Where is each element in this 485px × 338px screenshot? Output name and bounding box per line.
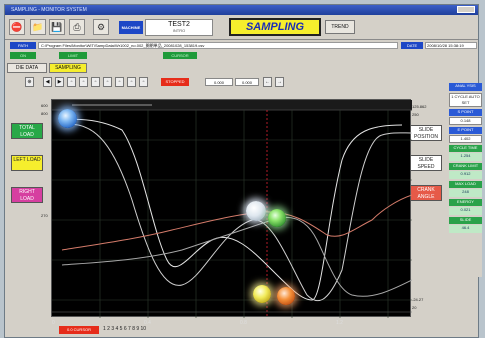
crank-limit-value: 0.912 bbox=[449, 171, 482, 179]
chart-tool-7-icon[interactable]: ▫ bbox=[139, 77, 148, 87]
max-load-label: MAX LOAD bbox=[449, 181, 482, 188]
curve-slide-speed bbox=[61, 123, 412, 302]
window-title: SAMPLING - MONITOR SYSTEM bbox=[11, 7, 87, 13]
total-load-button[interactable]: TOTAL LOAD bbox=[11, 123, 43, 139]
tab-sampling[interactable]: SAMPLING bbox=[49, 63, 87, 73]
machine-button[interactable]: MACHINE bbox=[119, 21, 143, 34]
stop-icon[interactable]: ⛔ bbox=[9, 19, 25, 35]
test-name-box: TEST2 INTRO bbox=[145, 19, 213, 36]
zoom-icon[interactable]: ⊕ bbox=[25, 77, 34, 87]
energy-label: ENERGY bbox=[449, 199, 482, 206]
channel-numbers[interactable]: 1 2 3 4 5 6 7 8 9 10 bbox=[103, 326, 147, 332]
crank-limit-label: CRANK LIMIT bbox=[449, 163, 482, 170]
s-point-label: S POINT bbox=[449, 109, 482, 116]
waveform-chart[interactable]: 0 0.4 0.8 1.2 bbox=[51, 99, 412, 326]
crank-angle-button[interactable]: CRANK ANGLE bbox=[410, 185, 442, 201]
bottom-bar: 0.0 CURSOR 1 2 3 4 5 6 7 8 9 10 bbox=[51, 325, 411, 335]
e-point-label: E POINT bbox=[449, 127, 482, 134]
analysis-panel: ANAL YSIS 1 CYCLE AUTO SET S POINT 0.148… bbox=[449, 83, 482, 277]
chart-tool-2-icon[interactable]: ▫ bbox=[79, 77, 88, 87]
arrow-left-icon[interactable]: ◀ bbox=[43, 77, 52, 87]
chart-tool-5-icon[interactable]: ▫ bbox=[115, 77, 124, 87]
y-label-right-top: 125.862 bbox=[412, 104, 427, 109]
cycle-auto-set-button[interactable]: 1 CYCLE AUTO SET bbox=[449, 93, 482, 107]
waveform-svg bbox=[52, 100, 412, 318]
e-point-value: 1.402 bbox=[449, 135, 482, 143]
trend-button[interactable]: TREND bbox=[325, 20, 355, 34]
chart-toolbar: ⊕ ◀ ▶ ▫ ▫ ▫ ▫ ▫ ▫ ▫ STOPPED 0.000 0.000 … bbox=[25, 77, 325, 89]
slide-speed-button[interactable]: SLIDE SPEED bbox=[410, 155, 442, 171]
x-label-0: 0 bbox=[52, 320, 55, 326]
right-load-button[interactable]: RIGHT LOAD bbox=[11, 187, 43, 203]
path-label: PATH bbox=[10, 42, 36, 49]
max-load-value: 248 bbox=[449, 189, 482, 197]
slide-label: SLIDE bbox=[449, 217, 482, 224]
main-toolbar: ⛔ 📁 💾 ⎙ ⚙ MACHINE TEST2 INTRO SAMPLING T… bbox=[5, 16, 478, 40]
scroll-left-icon[interactable]: ← bbox=[263, 77, 272, 87]
left-load-button[interactable]: LEFT LOAD bbox=[11, 155, 43, 171]
window-controls[interactable] bbox=[457, 6, 475, 13]
orange-glow-marker bbox=[277, 287, 295, 305]
status-limit: LIMIT bbox=[59, 52, 87, 59]
chart-tool-6-icon[interactable]: ▫ bbox=[127, 77, 136, 87]
status-on: ON bbox=[10, 52, 36, 59]
date-field: 2008/10/28 15:38:19 bbox=[425, 42, 477, 49]
test-subtitle: INTRO bbox=[172, 28, 186, 33]
path-row: PATH C:\Program Files\Monitor\WIT\SampDa… bbox=[5, 41, 478, 50]
cycle-time-value: 1.254 bbox=[449, 153, 482, 161]
folder-icon[interactable]: 📁 bbox=[30, 19, 46, 35]
chart-tool-3-icon[interactable]: ▫ bbox=[91, 77, 100, 87]
sampling-mode-indicator: SAMPLING bbox=[229, 18, 321, 36]
analysis-header: ANAL YSIS bbox=[449, 83, 482, 91]
x-label-2: 0.8 bbox=[240, 320, 247, 326]
title-bar: SAMPLING - MONITOR SYSTEM bbox=[5, 5, 478, 15]
path-field[interactable]: C:\Program Files\Monitor\WIT\SampData\Wr… bbox=[38, 42, 398, 49]
y-label-right-2: 250 bbox=[412, 112, 419, 117]
yellow-glow-marker bbox=[253, 285, 271, 303]
value-field-2[interactable]: 0.000 bbox=[235, 78, 259, 86]
test-title: TEST2 bbox=[168, 21, 190, 28]
x-label-3: 1.2 bbox=[336, 320, 343, 326]
top-strip bbox=[52, 100, 412, 110]
y-label-right-4: 20 bbox=[412, 305, 417, 310]
arrow-right-icon[interactable]: ▶ bbox=[55, 77, 64, 87]
curve-crank-angle bbox=[61, 194, 412, 251]
chart-tool-1-icon[interactable]: ▫ bbox=[67, 77, 76, 87]
app-window: SAMPLING - MONITOR SYSTEM ⛔ 📁 💾 ⎙ ⚙ MACH… bbox=[4, 4, 482, 338]
stopped-indicator: STOPPED bbox=[161, 78, 189, 86]
cursor-button[interactable]: 0.0 CURSOR bbox=[59, 326, 99, 334]
save-icon[interactable]: 💾 bbox=[49, 19, 65, 35]
y-label-left-top: 600 bbox=[41, 103, 48, 108]
value-field-1[interactable]: 0.000 bbox=[205, 78, 233, 86]
y-label-left-3: 270 bbox=[41, 213, 48, 218]
green-glow-marker bbox=[268, 209, 286, 227]
chart-grid bbox=[52, 110, 412, 318]
curve-slide-position bbox=[61, 118, 403, 301]
print-icon[interactable]: ⎙ bbox=[69, 19, 85, 35]
status-cursor: CURSOR bbox=[163, 52, 197, 59]
cycle-time-label: CYCLE TIME bbox=[449, 145, 482, 152]
white-glow-marker bbox=[246, 201, 266, 221]
tab-die-data[interactable]: DIE DATA bbox=[7, 63, 47, 73]
tools-icon[interactable]: ⚙ bbox=[93, 19, 109, 35]
energy-value: 0.021 bbox=[449, 207, 482, 215]
status-row: ON LIMIT CURSOR bbox=[5, 51, 478, 60]
y-label-left-2: 800 bbox=[41, 111, 48, 116]
date-label: DATE bbox=[401, 42, 423, 49]
slide-value: 46.4 bbox=[449, 225, 482, 233]
scroll-right-icon[interactable]: → bbox=[275, 77, 284, 87]
s-point-value: 0.148 bbox=[449, 117, 482, 125]
y-label-right-3: -24.27 bbox=[412, 297, 424, 302]
blue-glow-marker bbox=[58, 109, 77, 128]
slide-position-button[interactable]: SLIDE POSITION bbox=[410, 125, 442, 141]
chart-tool-4-icon[interactable]: ▫ bbox=[103, 77, 112, 87]
x-label-1: 0.4 bbox=[144, 320, 151, 326]
curve-total-load bbox=[61, 216, 412, 297]
